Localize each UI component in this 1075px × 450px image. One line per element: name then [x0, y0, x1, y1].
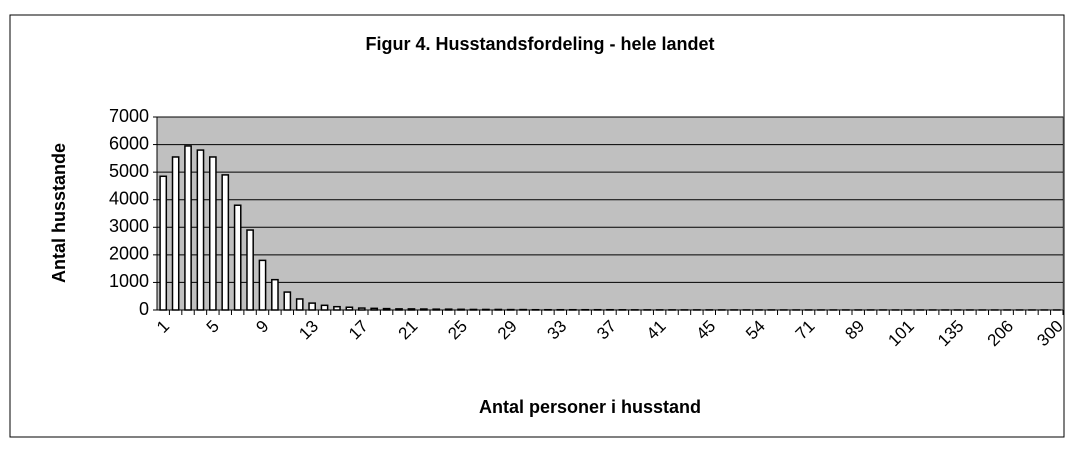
bar [483, 309, 489, 310]
y-tick-label: 0 [139, 299, 149, 319]
y-tick-label: 2000 [109, 244, 149, 264]
x-axis-label: Antal personer i husstand [479, 397, 701, 417]
bar [470, 309, 476, 310]
bar [421, 309, 427, 310]
y-axis-label: Antal husstande [49, 143, 69, 283]
y-tick-label: 4000 [109, 188, 149, 208]
bar [284, 292, 290, 310]
chart-title: Figur 4. Husstandsfordeling - hele lande… [365, 34, 714, 54]
plot-area [157, 117, 1063, 310]
y-tick-label: 7000 [109, 106, 149, 126]
bar [185, 146, 191, 310]
bar [433, 309, 439, 310]
bar [321, 305, 327, 310]
bar [309, 303, 315, 310]
bar [446, 309, 452, 310]
y-tick-label: 6000 [109, 133, 149, 153]
bar [210, 157, 216, 310]
bar [247, 230, 253, 310]
bar [458, 309, 464, 310]
bar [384, 309, 390, 310]
bar [346, 307, 352, 310]
y-tick-label: 5000 [109, 161, 149, 181]
bar [235, 205, 241, 310]
y-tick-label: 3000 [109, 216, 149, 236]
bar [359, 308, 365, 310]
bar [222, 175, 228, 310]
bar [371, 308, 377, 310]
bar [160, 176, 166, 310]
bar [197, 150, 203, 310]
bar [272, 280, 278, 310]
bar [495, 309, 501, 310]
bar [297, 299, 303, 310]
bar [259, 260, 265, 310]
bar [396, 309, 402, 310]
bar [334, 307, 340, 310]
y-tick-label: 1000 [109, 271, 149, 291]
bar [173, 157, 179, 310]
bar [408, 309, 414, 310]
